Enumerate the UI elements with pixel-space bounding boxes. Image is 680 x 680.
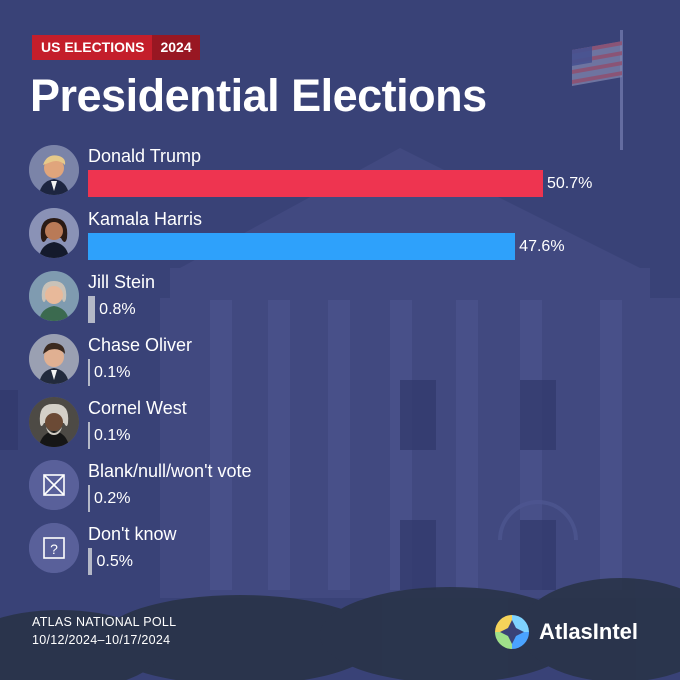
candidate-name: Cornel West [88,398,187,418]
elections-badge: US ELECTIONS 2024 [32,35,200,60]
candidate-name: Don't know [88,524,177,544]
stein-photo-icon [29,271,79,321]
atlasintel-logo-icon [495,615,529,649]
harris-photo-icon [29,208,79,258]
result-bar [88,296,96,323]
result-bar [88,485,90,512]
result-bar [88,233,516,260]
candidate-row-jill-stein: Jill Stein 0.8% [0,271,680,327]
result-value-label: 0.2% [94,490,131,507]
page-title: Presidential Elections [30,70,487,121]
candidate-name: Donald Trump [88,146,202,166]
badge-year: 2024 [152,35,200,60]
candidate-row-kamala-harris: Kamala Harris 47.6% [0,208,680,264]
result-value-label: 50.7% [547,175,593,192]
badge-label: US ELECTIONS [32,35,153,60]
result-value-label: 0.5% [96,553,133,570]
result-value-label: 0.8% [99,301,136,318]
result-bar [88,359,90,386]
candidate-row-chase-oliver: Chase Oliver 0.1% [0,334,680,390]
result-value-label: 0.1% [94,364,131,381]
west-photo-icon [29,397,79,447]
candidate-row-cornel-west: Cornel West 0.1% [0,397,680,453]
question-box-icon: ? [29,523,79,573]
brand-name: AtlasIntel [539,619,639,644]
oliver-photo-icon [29,334,79,384]
candidate-name: Chase Oliver [88,335,193,355]
candidate-row-blank-null-won-t-vote: Blank/null/won't vote 0.2% [0,460,680,516]
brand: AtlasIntel [493,613,638,651]
trump-photo-icon [29,145,79,195]
candidate-row-don-t-know: ? Don't know 0.5% [0,523,680,579]
candidate-name: Kamala Harris [88,209,203,229]
result-bar [88,170,543,197]
result-value-label: 0.1% [94,427,131,444]
result-bar [88,548,93,575]
poll-dates: 10/12/2024–10/17/2024 [32,633,171,647]
candidate-name: Jill Stein [88,272,156,292]
poll-name: ATLAS NATIONAL POLL [32,615,177,629]
result-value-label: 47.6% [519,238,565,255]
candidate-row-donald-trump: Donald Trump 50.7% [0,145,680,201]
x-box-icon [29,460,79,510]
result-bar [88,422,90,449]
candidate-name: Blank/null/won't vote [88,461,252,481]
svg-text:?: ? [50,541,58,557]
